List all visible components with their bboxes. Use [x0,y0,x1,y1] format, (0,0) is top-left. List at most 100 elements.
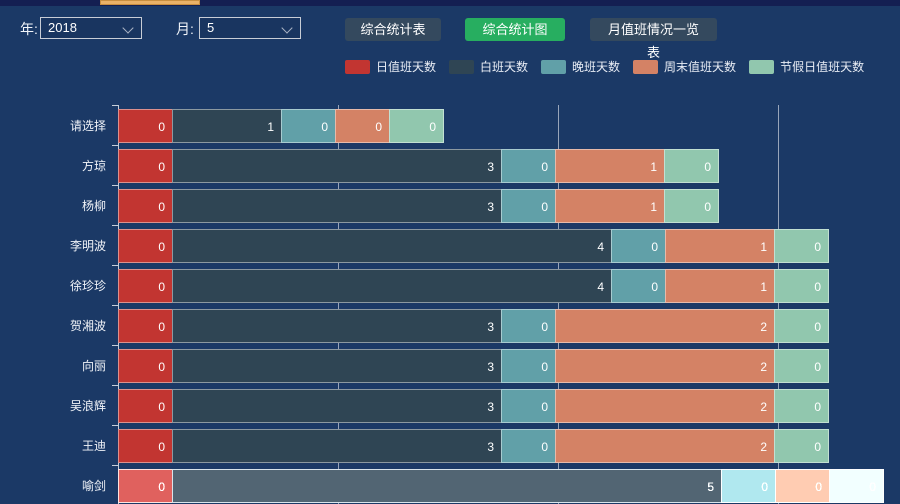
bar-segment[interactable]: 0 [281,109,336,143]
bar-value-label: 5 [707,480,714,494]
bar-segment[interactable]: 0 [118,469,173,503]
bar-segment[interactable]: 1 [665,229,775,263]
bar-segment[interactable]: 0 [501,189,556,223]
bar-value-label: 2 [760,400,767,414]
bar-segment[interactable]: 0 [118,389,173,423]
legend-swatch-icon [541,59,567,74]
legend-item-holiday-duty[interactable]: 节假日值班天数 [749,58,864,75]
bar-segment[interactable]: 0 [118,189,173,223]
bar-value-label: 4 [597,280,604,294]
monthly-duty-overview-button[interactable]: 月值班情况一览表 [590,18,717,60]
bar-segment[interactable]: 2 [555,349,775,383]
bar-segment[interactable]: 0 [611,229,666,263]
bar-value-label: 0 [541,160,548,174]
bar-segment[interactable]: 0 [118,309,173,343]
bar-segment[interactable]: 0 [389,109,444,143]
bar-segment[interactable]: 2 [555,389,775,423]
y-axis-tick [112,465,118,466]
bar-segment[interactable]: 0 [118,269,173,303]
legend-item-day-duty[interactable]: 日值班天数 [345,58,436,75]
bar-segment[interactable]: 0 [118,349,173,383]
bar-segment[interactable]: 3 [172,189,502,223]
bar-segment[interactable]: 0 [118,149,173,183]
bar-row: 0 4 0 1 0 [118,229,829,263]
bar-segment[interactable]: 0 [774,389,829,423]
bar-segment[interactable]: 0 [118,109,173,143]
bar-value-label: 4 [597,240,604,254]
toolbar: 年: 2018 月: 5 综合统计表 综合统计图 月值班情况一览表 [0,14,900,60]
bar-segment[interactable]: 0 [774,309,829,343]
bar-segment[interactable]: 0 [664,149,719,183]
legend-item-night-shift[interactable]: 晚班天数 [541,58,620,75]
bar-value-label: 0 [158,400,165,414]
year-select[interactable]: 2018 [40,17,142,39]
bar-value-label: 2 [760,360,767,374]
bar-segment[interactable]: 0 [774,229,829,263]
bar-segment[interactable]: 0 [335,109,390,143]
legend-item-day-shift[interactable]: 白班天数 [449,58,528,75]
bar-segment[interactable]: 4 [172,269,612,303]
bar-value-label: 3 [487,160,494,174]
bar-segment[interactable]: 0 [501,349,556,383]
month-select-value: 5 [207,20,215,35]
bar-segment[interactable]: 0 [774,349,829,383]
bar-value-label: 0 [158,120,165,134]
bar-segment[interactable]: 0 [774,269,829,303]
summary-table-button[interactable]: 综合统计表 [345,18,441,41]
bar-value-label: 0 [814,400,821,414]
bar-segment[interactable]: 5 [172,469,722,503]
bar-segment[interactable]: 3 [172,389,502,423]
chevron-down-icon [122,22,134,34]
bar-value-label: 0 [815,480,822,494]
bar-segment[interactable]: 0 [829,469,884,503]
bar-segment[interactable]: 3 [172,149,502,183]
bar-value-label: 0 [541,360,548,374]
bar-value-label: 0 [761,480,768,494]
bar-value-label: 0 [704,160,711,174]
bar-segment[interactable]: 2 [555,309,775,343]
bar-segment[interactable]: 0 [118,429,173,463]
bar-segment[interactable]: 3 [172,429,502,463]
bar-segment[interactable]: 1 [172,109,282,143]
y-axis-label: 李明波 [69,239,106,253]
bar-segment[interactable]: 0 [611,269,666,303]
bar-value-label: 0 [651,240,658,254]
bar-segment[interactable]: 0 [501,149,556,183]
bar-segment[interactable]: 0 [774,429,829,463]
summary-chart-button[interactable]: 综合统计图 [465,18,565,41]
y-axis-line [118,105,119,504]
bar-value-label: 0 [814,280,821,294]
y-axis-label: 喻剑 [81,479,106,493]
legend-item-weekend-duty[interactable]: 周末值班天数 [633,58,736,75]
bar-segment[interactable]: 1 [665,269,775,303]
x-gridline-4 [558,105,559,504]
bar-value-label: 1 [650,200,657,214]
top-horizontal-scrollbar[interactable] [0,0,900,6]
bar-segment[interactable]: 1 [555,149,665,183]
bar-value-label: 0 [158,480,165,494]
x-gridline-2 [338,105,339,504]
bar-segment[interactable]: 1 [555,189,665,223]
bar-segment[interactable]: 0 [775,469,830,503]
bar-value-label: 0 [814,320,821,334]
month-select[interactable]: 5 [199,17,301,39]
bar-value-label: 2 [760,440,767,454]
scrollbar-thumb[interactable] [100,0,200,5]
bar-segment[interactable]: 0 [501,389,556,423]
bar-value-label: 1 [760,280,767,294]
bar-row: 0 3 0 2 0 [118,389,829,423]
bar-segment[interactable]: 3 [172,309,502,343]
bar-segment[interactable]: 0 [664,189,719,223]
bar-segment[interactable]: 4 [172,229,612,263]
bar-value-label: 1 [267,120,274,134]
bar-segment[interactable]: 0 [721,469,776,503]
bar-segment[interactable]: 0 [501,429,556,463]
bar-segment[interactable]: 3 [172,349,502,383]
bar-value-label: 0 [541,400,548,414]
bar-value-label: 0 [158,320,165,334]
y-axis-label: 方琼 [81,159,106,173]
bar-segment[interactable]: 2 [555,429,775,463]
bar-segment[interactable]: 0 [501,309,556,343]
bar-segment[interactable]: 0 [118,229,173,263]
bar-row: 0 3 0 1 0 [118,149,719,183]
